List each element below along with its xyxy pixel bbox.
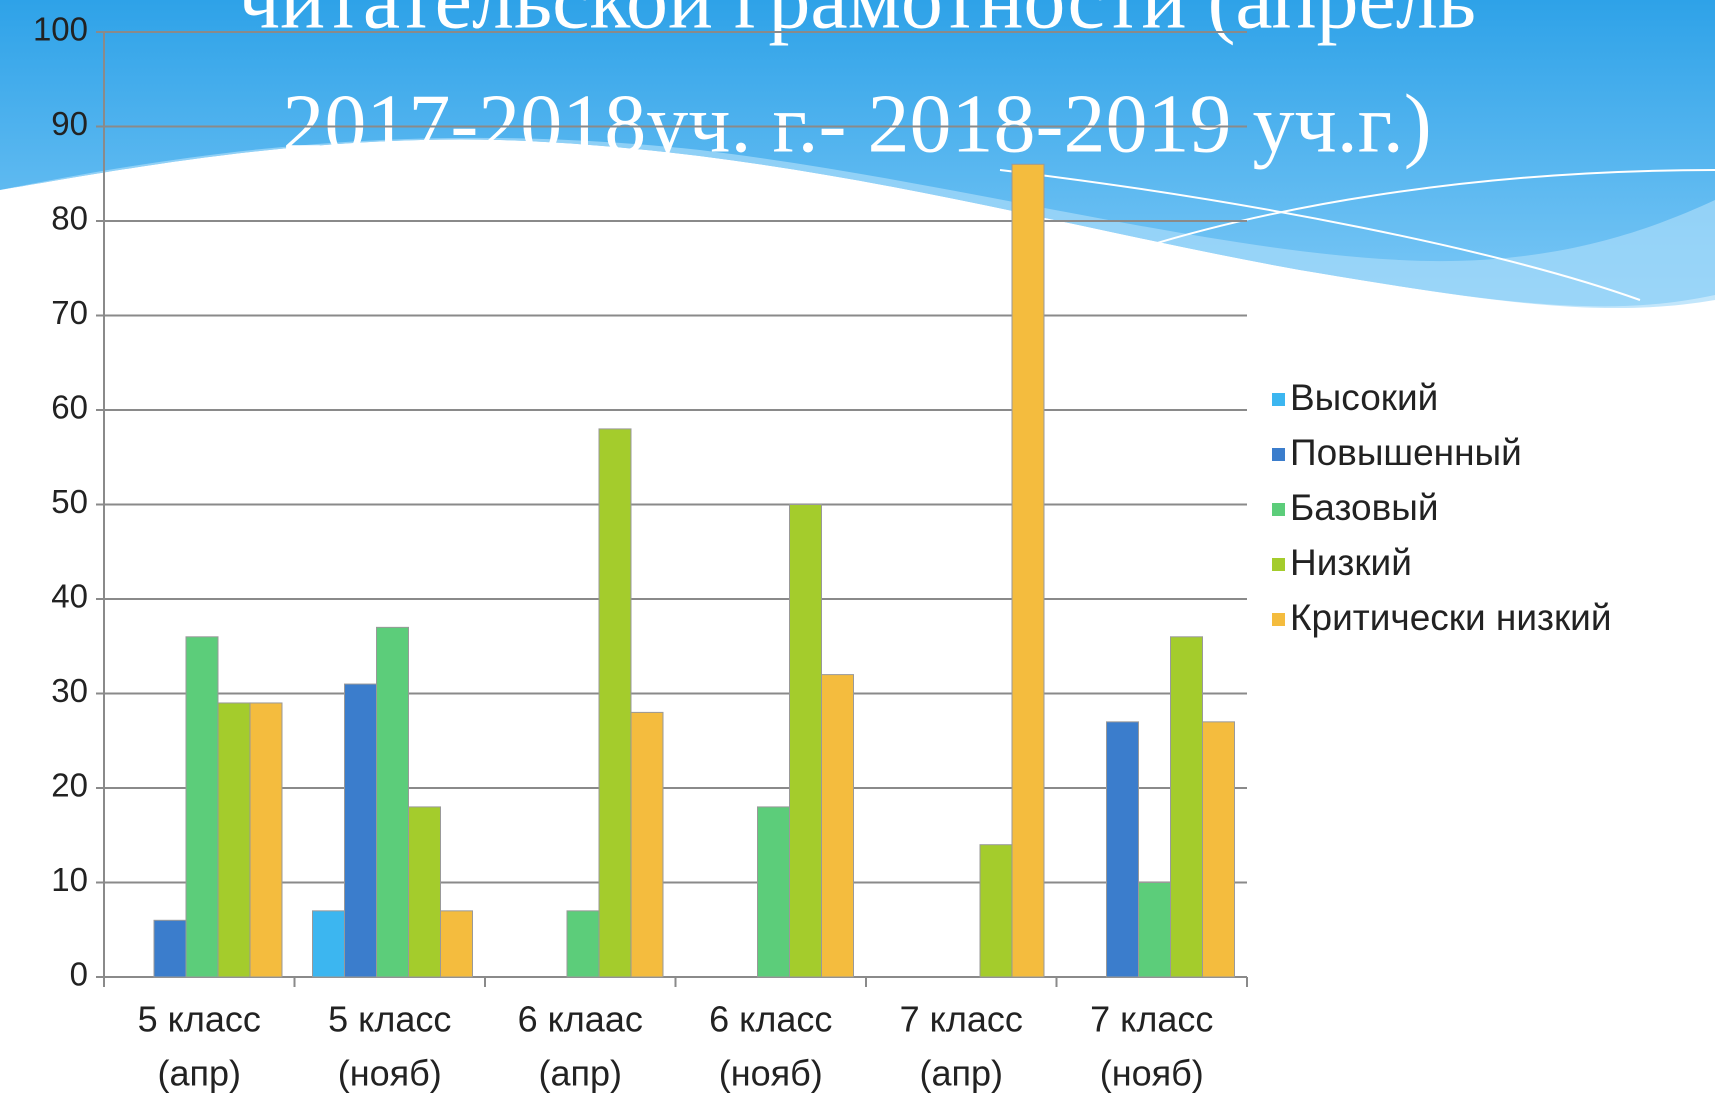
bar	[598, 428, 632, 978]
legend-swatch	[1272, 448, 1285, 461]
x-tick-label: (нояб)	[338, 1053, 442, 1094]
bar	[821, 674, 854, 978]
x-tick-label: 5 класс	[328, 999, 451, 1040]
y-tick-label: 10	[51, 861, 88, 898]
x-tick-label: 7 класс	[1090, 999, 1213, 1040]
x-tick-label: 6 клаас	[518, 999, 643, 1040]
y-tick-label: 20	[51, 767, 88, 804]
bar	[249, 702, 283, 978]
legend-label: Низкий	[1290, 542, 1412, 583]
y-tick-label: 0	[70, 956, 88, 993]
bar	[153, 919, 187, 978]
bar	[217, 702, 251, 978]
legend-label: Повышенный	[1290, 432, 1522, 473]
legend-label: Критически низкий	[1290, 597, 1612, 638]
wave-line	[1049, 169, 1715, 281]
x-tick-label: (нояб)	[719, 1053, 823, 1094]
x-tick-label: 5 класс	[138, 999, 261, 1040]
x-tick-label: (апр)	[538, 1053, 622, 1094]
x-tick-label: 7 класс	[900, 999, 1023, 1040]
legend-swatch	[1272, 393, 1285, 406]
bar	[566, 910, 600, 978]
header-wave-light	[0, 137, 1715, 309]
x-tick-label: (апр)	[919, 1053, 1003, 1094]
bar	[1138, 882, 1171, 978]
bar	[630, 711, 664, 978]
title-line: 2017-2018уч. г.- 2018-2019 уч.г.)	[282, 77, 1431, 170]
wave-line	[999, 169, 1641, 301]
bar	[979, 844, 1013, 978]
y-tick-label: 100	[33, 11, 88, 48]
x-tick-label: 6 класс	[709, 999, 832, 1040]
bar	[1011, 163, 1045, 978]
bar	[440, 910, 473, 978]
bar	[1170, 636, 1203, 978]
y-tick-label: 80	[51, 200, 88, 237]
bar	[1202, 721, 1235, 978]
y-tick-label: 30	[51, 672, 88, 709]
bar	[185, 636, 219, 978]
bar	[757, 806, 790, 978]
bar	[344, 683, 377, 978]
title-line: читательской грамотности (апрель	[238, 0, 1476, 46]
y-tick-label: 50	[51, 483, 88, 520]
bar	[1106, 721, 1139, 978]
y-tick-label: 70	[51, 294, 88, 331]
header-wave	[0, 0, 1715, 307]
bar	[408, 806, 441, 978]
legend-swatch	[1272, 558, 1285, 571]
legend-swatch	[1272, 613, 1285, 626]
x-tick-label: (нояб)	[1100, 1053, 1204, 1094]
bar	[312, 910, 345, 978]
y-tick-label: 90	[51, 105, 88, 142]
bar	[376, 626, 409, 978]
legend-swatch	[1272, 503, 1285, 516]
y-tick-label: 40	[51, 578, 88, 615]
plot: 0 10 20 30 40 50 60 70 80 90 100 5 класс (апр) 5 клас…	[33, 11, 1612, 1094]
x-tick-label: (апр)	[157, 1053, 241, 1094]
y-tick-label: 60	[51, 389, 88, 426]
legend-label: Базовый	[1290, 487, 1439, 528]
legend-label: Высокий	[1290, 377, 1438, 418]
bar	[789, 504, 822, 978]
